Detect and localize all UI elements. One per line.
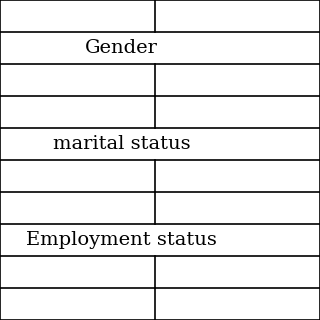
Text: marital status: marital status <box>53 135 190 153</box>
Text: Employment status: Employment status <box>26 231 216 249</box>
Text: Gender: Gender <box>85 39 158 57</box>
